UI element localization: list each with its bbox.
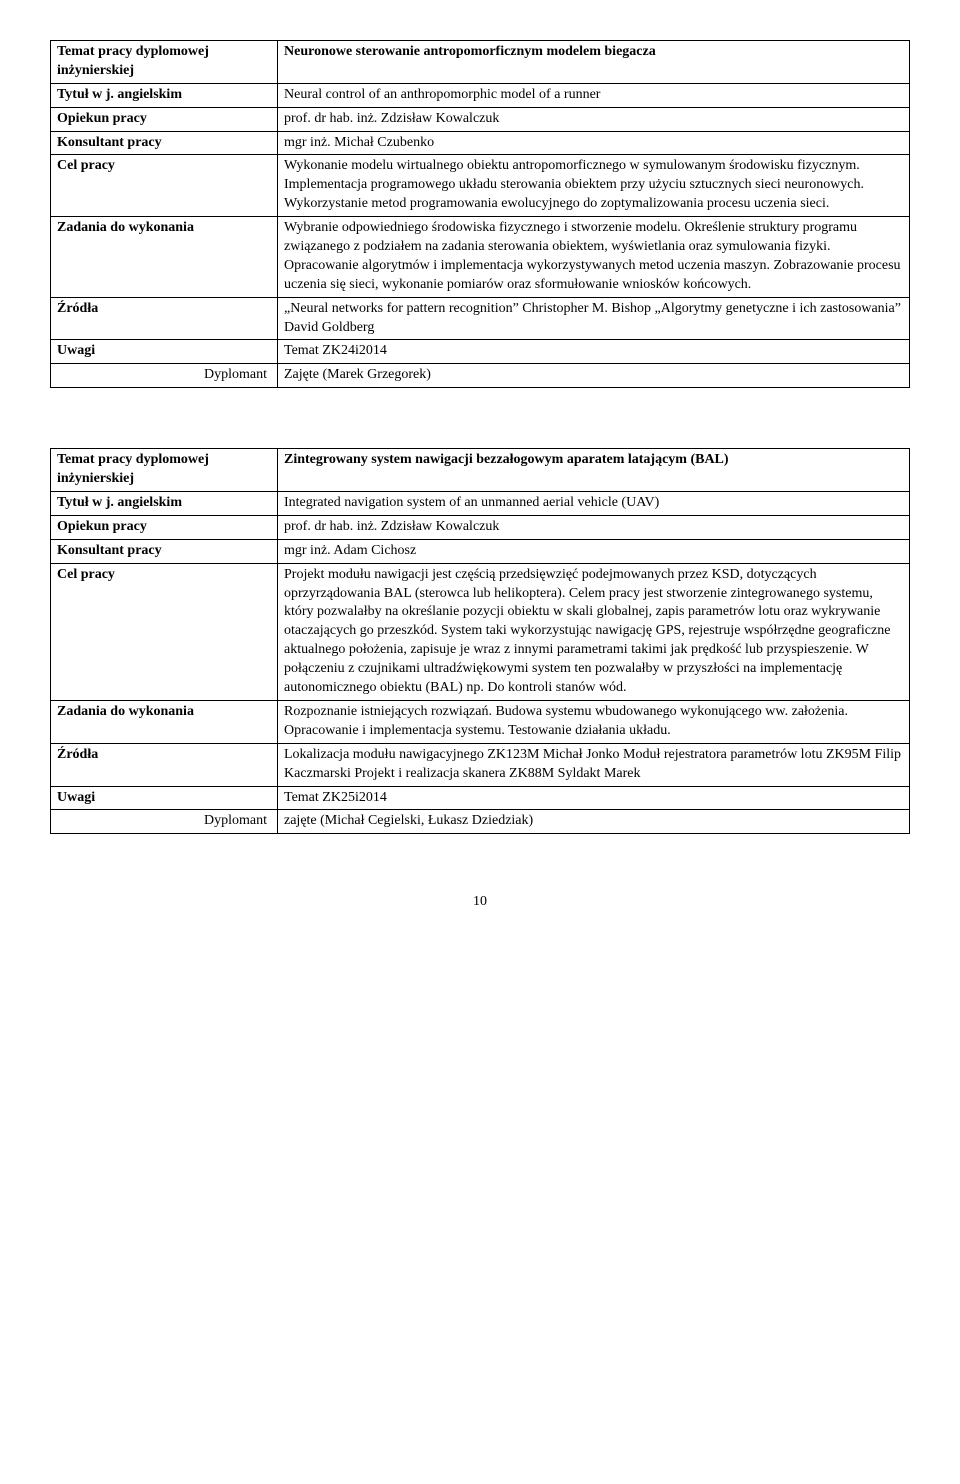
table-row: DyplomantZajęte (Marek Grzegorek) <box>51 364 910 388</box>
row-label: Uwagi <box>51 340 278 364</box>
table-row: Dyplomantzajęte (Michał Cegielski, Łukas… <box>51 810 910 834</box>
row-value: Integrated navigation system of an unman… <box>278 492 910 516</box>
row-value: Neuronowe sterowanie antropomorficznym m… <box>278 41 910 84</box>
table-row: UwagiTemat ZK24i2014 <box>51 340 910 364</box>
row-label: Temat pracy dyplomowej inżynierskiej <box>51 41 278 84</box>
thesis-table-2: Temat pracy dyplomowej inżynierskiejZint… <box>50 448 910 834</box>
row-label: Źródła <box>51 743 278 786</box>
row-label: Cel pracy <box>51 155 278 217</box>
table-row: Opiekun pracyprof. dr hab. inż. Zdzisław… <box>51 107 910 131</box>
table-row: Cel pracyProjekt modułu nawigacji jest c… <box>51 563 910 700</box>
row-value: mgr inż. Adam Cichosz <box>278 539 910 563</box>
thesis-table-1: Temat pracy dyplomowej inżynierskiejNeur… <box>50 40 910 388</box>
row-value: Temat ZK24i2014 <box>278 340 910 364</box>
page-number: 10 <box>50 894 910 910</box>
row-label: Konsultant pracy <box>51 131 278 155</box>
table-row: Źródła„Neural networks for pattern recog… <box>51 297 910 340</box>
row-label: Opiekun pracy <box>51 107 278 131</box>
row-label: Temat pracy dyplomowej inżynierskiej <box>51 449 278 492</box>
table-row: Tytuł w j. angielskimNeural control of a… <box>51 83 910 107</box>
table-row: Tytuł w j. angielskimIntegrated navigati… <box>51 492 910 516</box>
table-row: Temat pracy dyplomowej inżynierskiejZint… <box>51 449 910 492</box>
row-value: Zajęte (Marek Grzegorek) <box>278 364 910 388</box>
row-value: prof. dr hab. inż. Zdzisław Kowalczuk <box>278 107 910 131</box>
row-value: Zintegrowany system nawigacji bezzałogow… <box>278 449 910 492</box>
table-row: Cel pracyWykonanie modelu wirtualnego ob… <box>51 155 910 217</box>
table-row: Zadania do wykonaniaRozpoznanie istnieją… <box>51 700 910 743</box>
row-value: prof. dr hab. inż. Zdzisław Kowalczuk <box>278 515 910 539</box>
row-label: Tytuł w j. angielskim <box>51 492 278 516</box>
row-value: mgr inż. Michał Czubenko <box>278 131 910 155</box>
row-value: Wybranie odpowiedniego środowiska fizycz… <box>278 217 910 298</box>
row-label: Cel pracy <box>51 563 278 700</box>
row-label: Uwagi <box>51 786 278 810</box>
row-label: Konsultant pracy <box>51 539 278 563</box>
table-row: Konsultant pracymgr inż. Adam Cichosz <box>51 539 910 563</box>
table-row: ŹródłaLokalizacja modułu nawigacyjnego Z… <box>51 743 910 786</box>
row-value: zajęte (Michał Cegielski, Łukasz Dziedzi… <box>278 810 910 834</box>
table-row: Konsultant pracymgr inż. Michał Czubenko <box>51 131 910 155</box>
row-value: Lokalizacja modułu nawigacyjnego ZK123M … <box>278 743 910 786</box>
row-value: Projekt modułu nawigacji jest częścią pr… <box>278 563 910 700</box>
table-row: UwagiTemat ZK25i2014 <box>51 786 910 810</box>
row-value: „Neural networks for pattern recognition… <box>278 297 910 340</box>
row-value: Neural control of an anthropomorphic mod… <box>278 83 910 107</box>
thesis-table-2-body: Temat pracy dyplomowej inżynierskiejZint… <box>51 449 910 834</box>
row-label: Zadania do wykonania <box>51 217 278 298</box>
thesis-table-1-body: Temat pracy dyplomowej inżynierskiejNeur… <box>51 41 910 388</box>
row-value: Wykonanie modelu wirtualnego obiektu ant… <box>278 155 910 217</box>
row-label: Źródła <box>51 297 278 340</box>
row-value: Temat ZK25i2014 <box>278 786 910 810</box>
table-row: Temat pracy dyplomowej inżynierskiejNeur… <box>51 41 910 84</box>
row-label: Tytuł w j. angielskim <box>51 83 278 107</box>
row-value: Rozpoznanie istniejących rozwiązań. Budo… <box>278 700 910 743</box>
row-label: Dyplomant <box>51 364 278 388</box>
row-label: Dyplomant <box>51 810 278 834</box>
row-label: Opiekun pracy <box>51 515 278 539</box>
table-row: Opiekun pracyprof. dr hab. inż. Zdzisław… <box>51 515 910 539</box>
table-row: Zadania do wykonaniaWybranie odpowiednie… <box>51 217 910 298</box>
row-label: Zadania do wykonania <box>51 700 278 743</box>
